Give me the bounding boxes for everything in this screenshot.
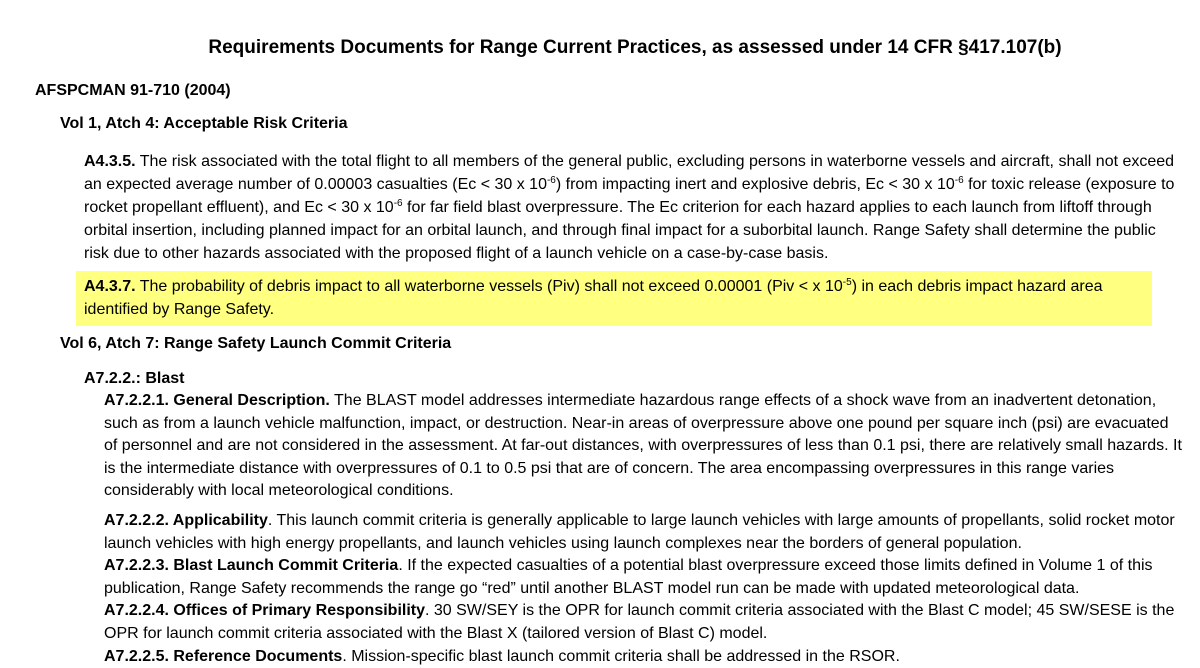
body-text: . If the expected casualties of a potent… [104,557,1153,597]
superscript: -6 [393,198,403,209]
document-heading: AFSPCMAN 91-710 (2004) [35,82,231,99]
section-number: A7.2.2.5. Reference Documents [104,647,343,665]
section-number: A7.2.2.2. Applicability [104,511,268,529]
body-text: for toxic release (exposure to rocket pr… [84,176,1175,216]
body-text: . This launch commit criteria is general… [104,511,1175,552]
body-text: for far field blast overpressure. The Ec… [84,199,1156,262]
paragraph-a7-2-2-2: A7.2.2.2. Applicability. This launch com… [104,510,1184,555]
superscript: -6 [954,175,964,186]
paragraph-a7-2-2-4: A7.2.2.4. Offices of Primary Responsibil… [104,600,1184,645]
body-text: The BLAST model addresses intermediate h… [104,392,1182,500]
body-text: ) from impacting inert and explosive deb… [555,176,955,193]
section-number: A7.2.2.3. Blast Launch Commit Criteria [104,557,399,575]
page-title: Requirements Documents for Range Current… [208,37,1062,58]
body-text: The risk associated with the total fligh… [84,153,1175,193]
body-text: . 30 SW/SEY is the OPR for launch commit… [104,602,1175,642]
vol6-heading: Vol 6, Atch 7: Range Safety Launch Commi… [60,335,452,352]
body-text: The probability of debris impact to all … [135,278,843,295]
body-text: . Mission-specific blast launch commit c… [342,647,900,665]
vol1-heading: Vol 1, Atch 4: Acceptable Risk Criteria [60,115,348,132]
section-number: A7.2.2.1. General Description. [104,392,330,409]
blast-subheading: A7.2.2.: Blast [84,370,185,387]
paragraph-a4-3-7: A4.3.7. The probability of debris impact… [84,275,1144,321]
paragraph-a7-2-2-1: A7.2.2.1. General Description. The BLAST… [104,390,1184,503]
paragraph-a7-2-2-5: A7.2.2.5. Reference Documents. Mission-s… [104,646,1184,668]
superscript: -6 [546,175,556,186]
superscript: -5 [842,277,852,288]
section-number: A7.2.2.4. Offices of Primary Responsibil… [104,602,425,620]
paragraph-a4-3-5: A4.3.5. The risk associated with the tot… [84,150,1184,265]
paragraph-a7-2-2-3: A7.2.2.3. Blast Launch Commit Criteria. … [104,555,1184,600]
section-number: A4.3.5. [84,153,136,170]
section-number: A4.3.7. [84,278,136,295]
highlight: A4.3.7. The probability of debris impact… [76,271,1152,326]
body-text: ) in each debris impact hazard area iden… [84,278,1103,318]
